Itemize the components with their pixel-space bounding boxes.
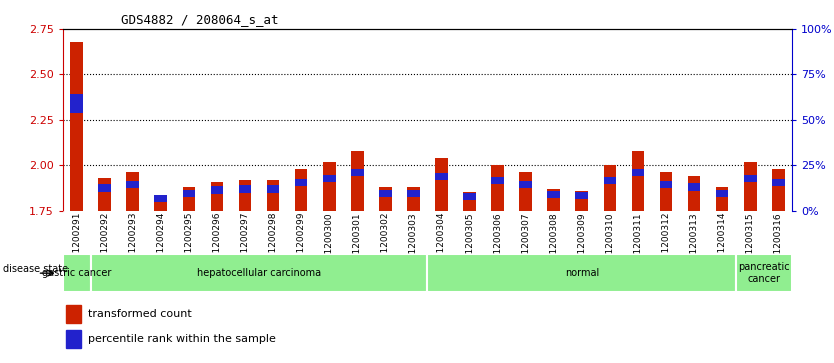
Bar	[294, 169, 308, 211]
Bar	[98, 178, 111, 211]
Bar	[772, 169, 785, 211]
Bar	[428, 254, 736, 292]
Text: transformed count: transformed count	[88, 309, 192, 319]
Bar	[66, 330, 81, 348]
Bar	[98, 184, 111, 192]
Bar	[435, 173, 448, 180]
Bar	[716, 187, 728, 211]
Bar	[66, 305, 81, 323]
Text: normal: normal	[565, 268, 599, 278]
Bar	[688, 183, 701, 191]
Bar	[631, 151, 644, 211]
Bar	[70, 42, 83, 211]
Bar	[575, 192, 588, 199]
Bar	[379, 187, 392, 211]
Bar	[267, 185, 279, 193]
Bar	[736, 254, 792, 292]
Text: gastric cancer: gastric cancer	[42, 268, 111, 278]
Bar	[520, 181, 532, 188]
Bar	[211, 182, 224, 211]
Bar	[744, 162, 756, 211]
Bar	[688, 176, 701, 211]
Bar	[463, 193, 476, 200]
Bar	[547, 189, 560, 211]
Bar	[239, 180, 251, 211]
Bar	[744, 175, 756, 182]
Bar	[407, 189, 420, 197]
Bar	[154, 196, 167, 211]
Text: disease state: disease state	[3, 264, 68, 274]
Text: percentile rank within the sample: percentile rank within the sample	[88, 334, 276, 344]
Bar	[463, 192, 476, 211]
Bar	[70, 94, 83, 113]
Bar	[127, 181, 139, 188]
Bar	[660, 181, 672, 188]
Bar	[63, 254, 91, 292]
Bar	[547, 191, 560, 198]
Bar	[154, 195, 167, 202]
Bar	[91, 254, 427, 292]
Text: hepatocellular carcinoma: hepatocellular carcinoma	[197, 268, 321, 278]
Bar	[351, 168, 364, 176]
Bar	[575, 191, 588, 211]
Bar	[631, 168, 644, 176]
Bar	[183, 187, 195, 211]
Bar	[323, 162, 335, 211]
Bar	[267, 180, 279, 211]
Bar	[211, 187, 224, 194]
Bar	[520, 172, 532, 211]
Bar	[379, 189, 392, 197]
Bar	[323, 175, 335, 182]
Bar	[716, 189, 728, 197]
Bar	[239, 185, 251, 193]
Text: GDS4882 / 208064_s_at: GDS4882 / 208064_s_at	[121, 13, 279, 26]
Bar	[604, 165, 616, 211]
Bar	[183, 189, 195, 197]
Bar	[435, 158, 448, 211]
Bar	[604, 177, 616, 184]
Bar	[294, 179, 308, 186]
Bar	[491, 165, 504, 211]
Bar	[491, 177, 504, 184]
Bar	[351, 151, 364, 211]
Bar	[127, 172, 139, 211]
Text: pancreatic
cancer: pancreatic cancer	[738, 262, 790, 284]
Bar	[407, 187, 420, 211]
Bar	[660, 172, 672, 211]
Bar	[772, 179, 785, 186]
